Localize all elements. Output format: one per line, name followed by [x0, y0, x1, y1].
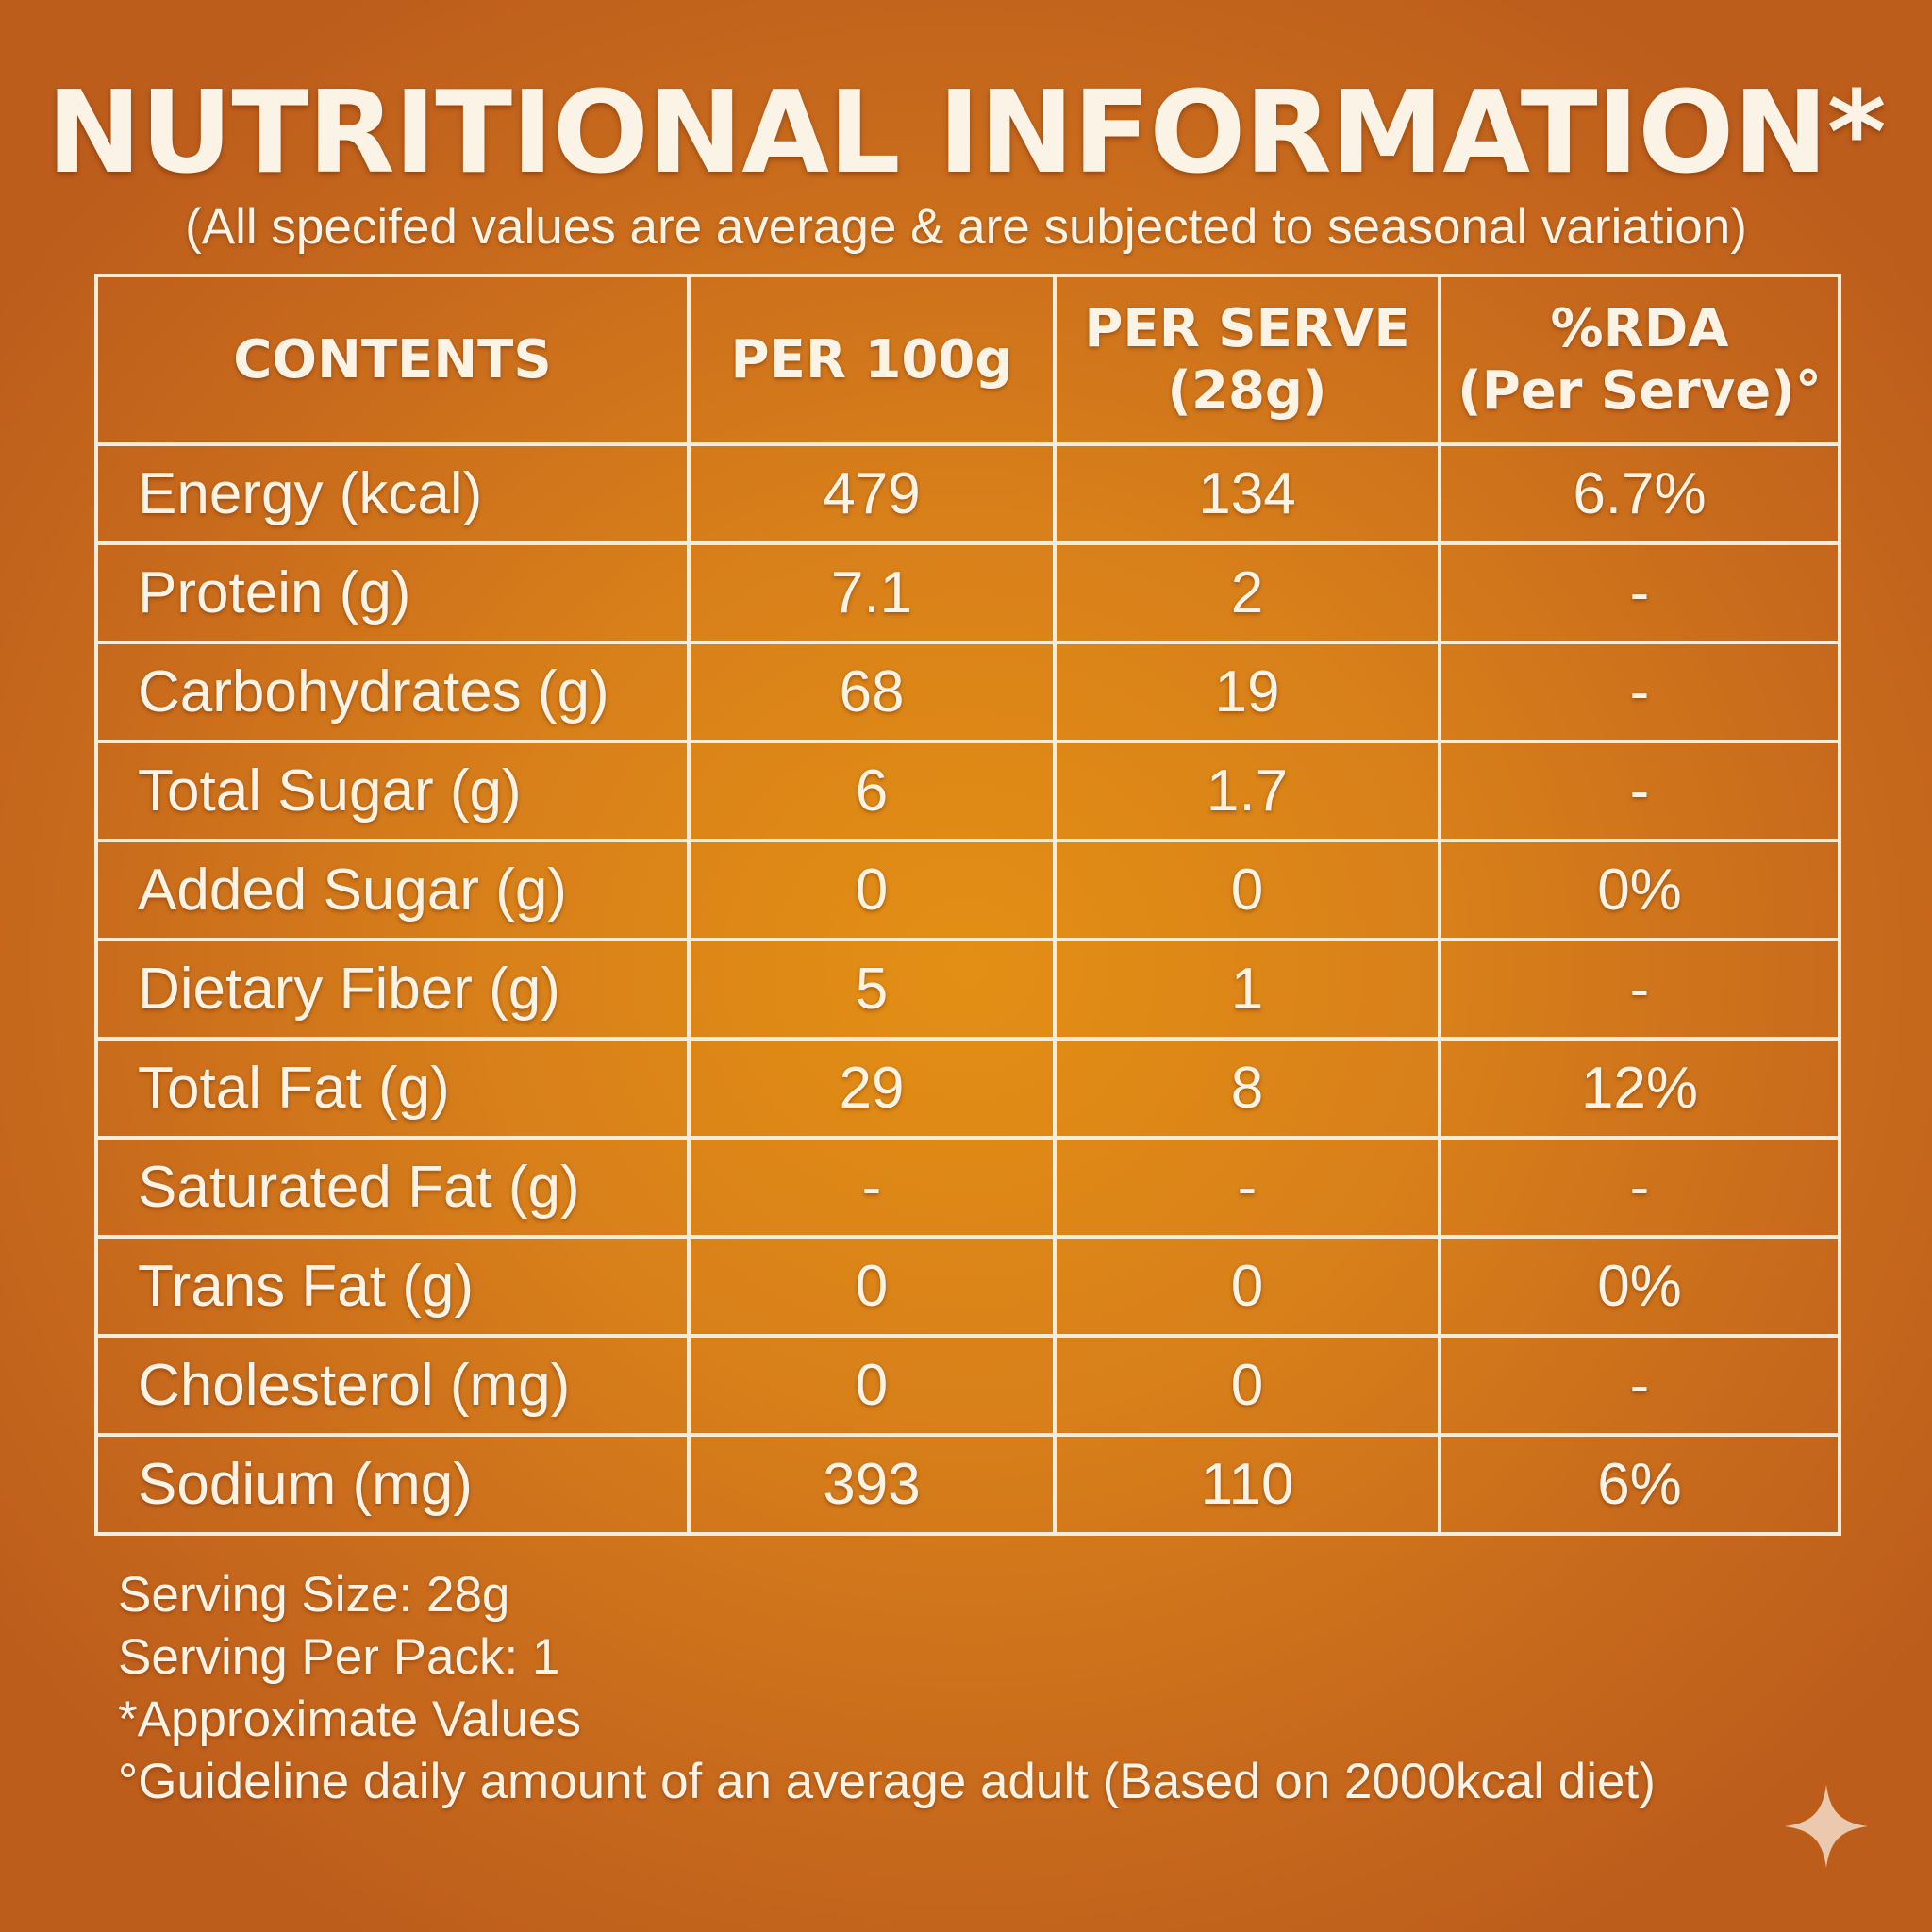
header-contents-label: CONTENTS — [233, 328, 552, 391]
per-serve-cell: 2 — [1053, 541, 1441, 644]
row-name-cell: Total Fat (g) — [94, 1037, 691, 1140]
page-subtitle: (All specifed values are average & are s… — [185, 199, 1747, 255]
header-per-100g: PER 100g — [687, 274, 1057, 446]
per-serve-cell: 0 — [1053, 1334, 1441, 1437]
table-row: Added Sugar (g) 0 0 0% — [94, 839, 1841, 941]
nutrition-table-body: Energy (kcal) 479 134 6.7% Protein (g) 7… — [94, 442, 1841, 1536]
footer-notes: Serving Size: 28g Serving Per Pack: 1 *A… — [118, 1564, 1656, 1813]
serving-per-pack-text: Serving Per Pack: 1 — [118, 1629, 560, 1685]
per-100g-cell: 5 — [687, 938, 1057, 1041]
table-row: Energy (kcal) 479 134 6.7% — [94, 442, 1841, 545]
per-serve-cell: 1 — [1053, 938, 1441, 1041]
row-name-cell: Cholesterol (mg) — [94, 1334, 691, 1437]
row-name-cell: Saturated Fat (g) — [94, 1136, 691, 1239]
per-100g-cell: 479 — [687, 442, 1057, 545]
nutrition-table: CONTENTS PER 100g PER SERVE (28g) %RDA (… — [94, 274, 1841, 1536]
rda-cell: - — [1438, 1334, 1841, 1437]
per-100g-cell: 0 — [687, 1334, 1057, 1437]
rda-cell: - — [1438, 740, 1841, 842]
per-serve-cell: 19 — [1053, 641, 1441, 743]
per-100g-cell: 29 — [687, 1037, 1057, 1140]
per-100g-cell: - — [687, 1136, 1057, 1239]
per-100g-cell: 68 — [687, 641, 1057, 743]
serving-size-text: Serving Size: 28g — [118, 1567, 510, 1623]
per-serve-cell: 1.7 — [1053, 740, 1441, 842]
rda-cell: - — [1438, 938, 1841, 1041]
approximate-values-note: *Approximate Values — [118, 1691, 582, 1747]
rda-cell: - — [1438, 1136, 1841, 1239]
row-name-cell: Sodium (mg) — [94, 1433, 691, 1536]
per-100g-cell: 393 — [687, 1433, 1057, 1536]
rda-cell: 12% — [1438, 1037, 1841, 1140]
row-name-cell: Energy (kcal) — [94, 442, 691, 545]
header-contents: CONTENTS — [94, 274, 691, 446]
rda-cell: 0% — [1438, 1235, 1841, 1338]
rda-cell: 6.7% — [1438, 442, 1841, 545]
table-row: Cholesterol (mg) 0 0 - — [94, 1334, 1841, 1437]
rda-cell: 6% — [1438, 1433, 1841, 1536]
header-rda-line1: %RDA — [1550, 297, 1729, 359]
per-100g-cell: 7.1 — [687, 541, 1057, 644]
row-name-cell: Protein (g) — [94, 541, 691, 644]
per-100g-cell: 0 — [687, 1235, 1057, 1338]
per-serve-cell: 134 — [1053, 442, 1441, 545]
row-name-cell: Added Sugar (g) — [94, 839, 691, 941]
row-name-cell: Trans Fat (g) — [94, 1235, 691, 1338]
header-per-100g-label: PER 100g — [730, 328, 1013, 391]
header-row: CONTENTS PER 100g PER SERVE (28g) %RDA (… — [94, 274, 1841, 446]
page-title: NUTRITIONAL INFORMATION* — [46, 68, 1887, 199]
per-100g-cell: 0 — [687, 839, 1057, 941]
per-serve-cell: 0 — [1053, 839, 1441, 941]
rda-cell: 0% — [1438, 839, 1841, 941]
table-row: Dietary Fiber (g) 5 1 - — [94, 938, 1841, 1041]
header-rda: %RDA (Per Serve)° — [1438, 274, 1841, 446]
table-row: Carbohydrates (g) 68 19 - — [94, 641, 1841, 743]
rda-cell: - — [1438, 541, 1841, 644]
guideline-note: °Guideline daily amount of an average ad… — [118, 1754, 1656, 1809]
header-per-serve: PER SERVE (28g) — [1053, 274, 1441, 446]
row-name-cell: Dietary Fiber (g) — [94, 938, 691, 1041]
nutrition-table-header: CONTENTS PER 100g PER SERVE (28g) %RDA (… — [94, 274, 1841, 446]
table-row: Trans Fat (g) 0 0 0% — [94, 1235, 1841, 1338]
sparkle-icon — [1784, 1784, 1869, 1869]
per-serve-cell: 8 — [1053, 1037, 1441, 1140]
per-serve-cell: 0 — [1053, 1235, 1441, 1338]
header-rda-line2: (Per Serve)° — [1457, 359, 1822, 422]
per-serve-cell: - — [1053, 1136, 1441, 1239]
table-row: Total Sugar (g) 6 1.7 - — [94, 740, 1841, 842]
table-row: Saturated Fat (g) - - - — [94, 1136, 1841, 1239]
row-name-cell: Total Sugar (g) — [94, 740, 691, 842]
per-100g-cell: 6 — [687, 740, 1057, 842]
table-row: Total Fat (g) 29 8 12% — [94, 1037, 1841, 1140]
header-per-serve-line1: PER SERVE — [1084, 297, 1410, 359]
per-serve-cell: 110 — [1053, 1433, 1441, 1536]
row-name-cell: Carbohydrates (g) — [94, 641, 691, 743]
table-row: Protein (g) 7.1 2 - — [94, 541, 1841, 644]
header-per-serve-line2: (28g) — [1167, 359, 1327, 422]
table-row: Sodium (mg) 393 110 6% — [94, 1433, 1841, 1536]
rda-cell: - — [1438, 641, 1841, 743]
